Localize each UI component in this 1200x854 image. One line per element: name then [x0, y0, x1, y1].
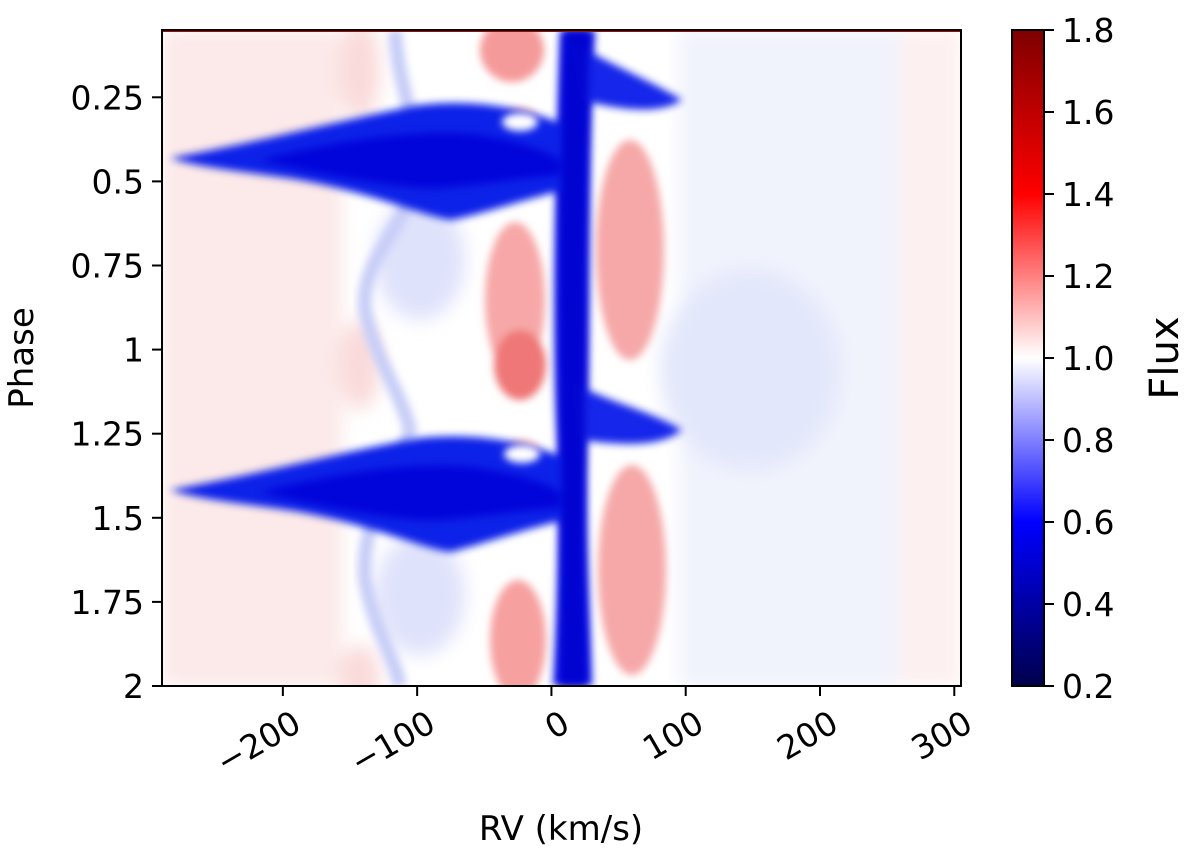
white-holes: [502, 113, 540, 463]
colorbar-ticks: 0.2 0.4 0.6 0.8 1.0 1.2 1.4 1.6 1.8: [1044, 11, 1114, 706]
colorbar: 0.2 0.4 0.6 0.8 1.0 1.2 1.4 1.6 1.8 Flux: [1011, 11, 1188, 706]
colorbar-tick-label-5: 1.2: [1062, 257, 1114, 296]
colorbar-tick-label-2: 0.6: [1062, 503, 1114, 542]
x-tick-label-5: 300: [905, 703, 979, 768]
colorbar-tick-label-8: 1.8: [1062, 11, 1114, 50]
y-tick-label-1: 0.5: [92, 162, 144, 201]
y-tick-label-0: 0.25: [71, 78, 144, 117]
colorbar-tick-label-7: 1.6: [1062, 93, 1114, 132]
colorbar-tick-label-0: 0.2: [1062, 667, 1114, 706]
x-tick-label-0: −200: [209, 703, 307, 782]
y-tick-label-3: 1: [123, 331, 144, 370]
y-tick-label-6: 1.75: [71, 583, 144, 622]
y-tick-label-4: 1.25: [71, 415, 144, 454]
colorbar-title: Flux: [1142, 316, 1188, 399]
y-axis: 0.25 0.5 0.75 1 1.25 1.5 1.75 2: [71, 78, 162, 706]
colorbar-tick-label-6: 1.4: [1062, 175, 1114, 214]
x-tick-label-4: 200: [770, 703, 844, 768]
emission-lobes: [480, 30, 666, 686]
colorbar-tick-label-3: 0.8: [1062, 421, 1114, 460]
x-tick-label-2: 0: [538, 703, 576, 747]
plot-frame: [161, 29, 962, 687]
colorbar-tick-label-4: 1.0: [1062, 339, 1114, 378]
y-tick-label-7: 2: [123, 667, 144, 706]
x-axis: −200 −100 0 100 200 300: [209, 686, 979, 782]
x-axis-title: RV (km/s): [479, 809, 643, 849]
x-tick-label-3: 100: [636, 703, 710, 768]
absorption-cores: [260, 30, 590, 686]
y-axis-title: Phase: [2, 307, 42, 409]
x-tick-label-1: −100: [344, 703, 442, 782]
heatmap-image: [162, 30, 961, 686]
y-tick-label-2: 0.75: [71, 246, 144, 285]
colorbar-gradient: [1011, 29, 1045, 687]
colorbar-tick-label-1: 0.4: [1062, 585, 1114, 624]
y-tick-label-5: 1.5: [92, 499, 144, 538]
